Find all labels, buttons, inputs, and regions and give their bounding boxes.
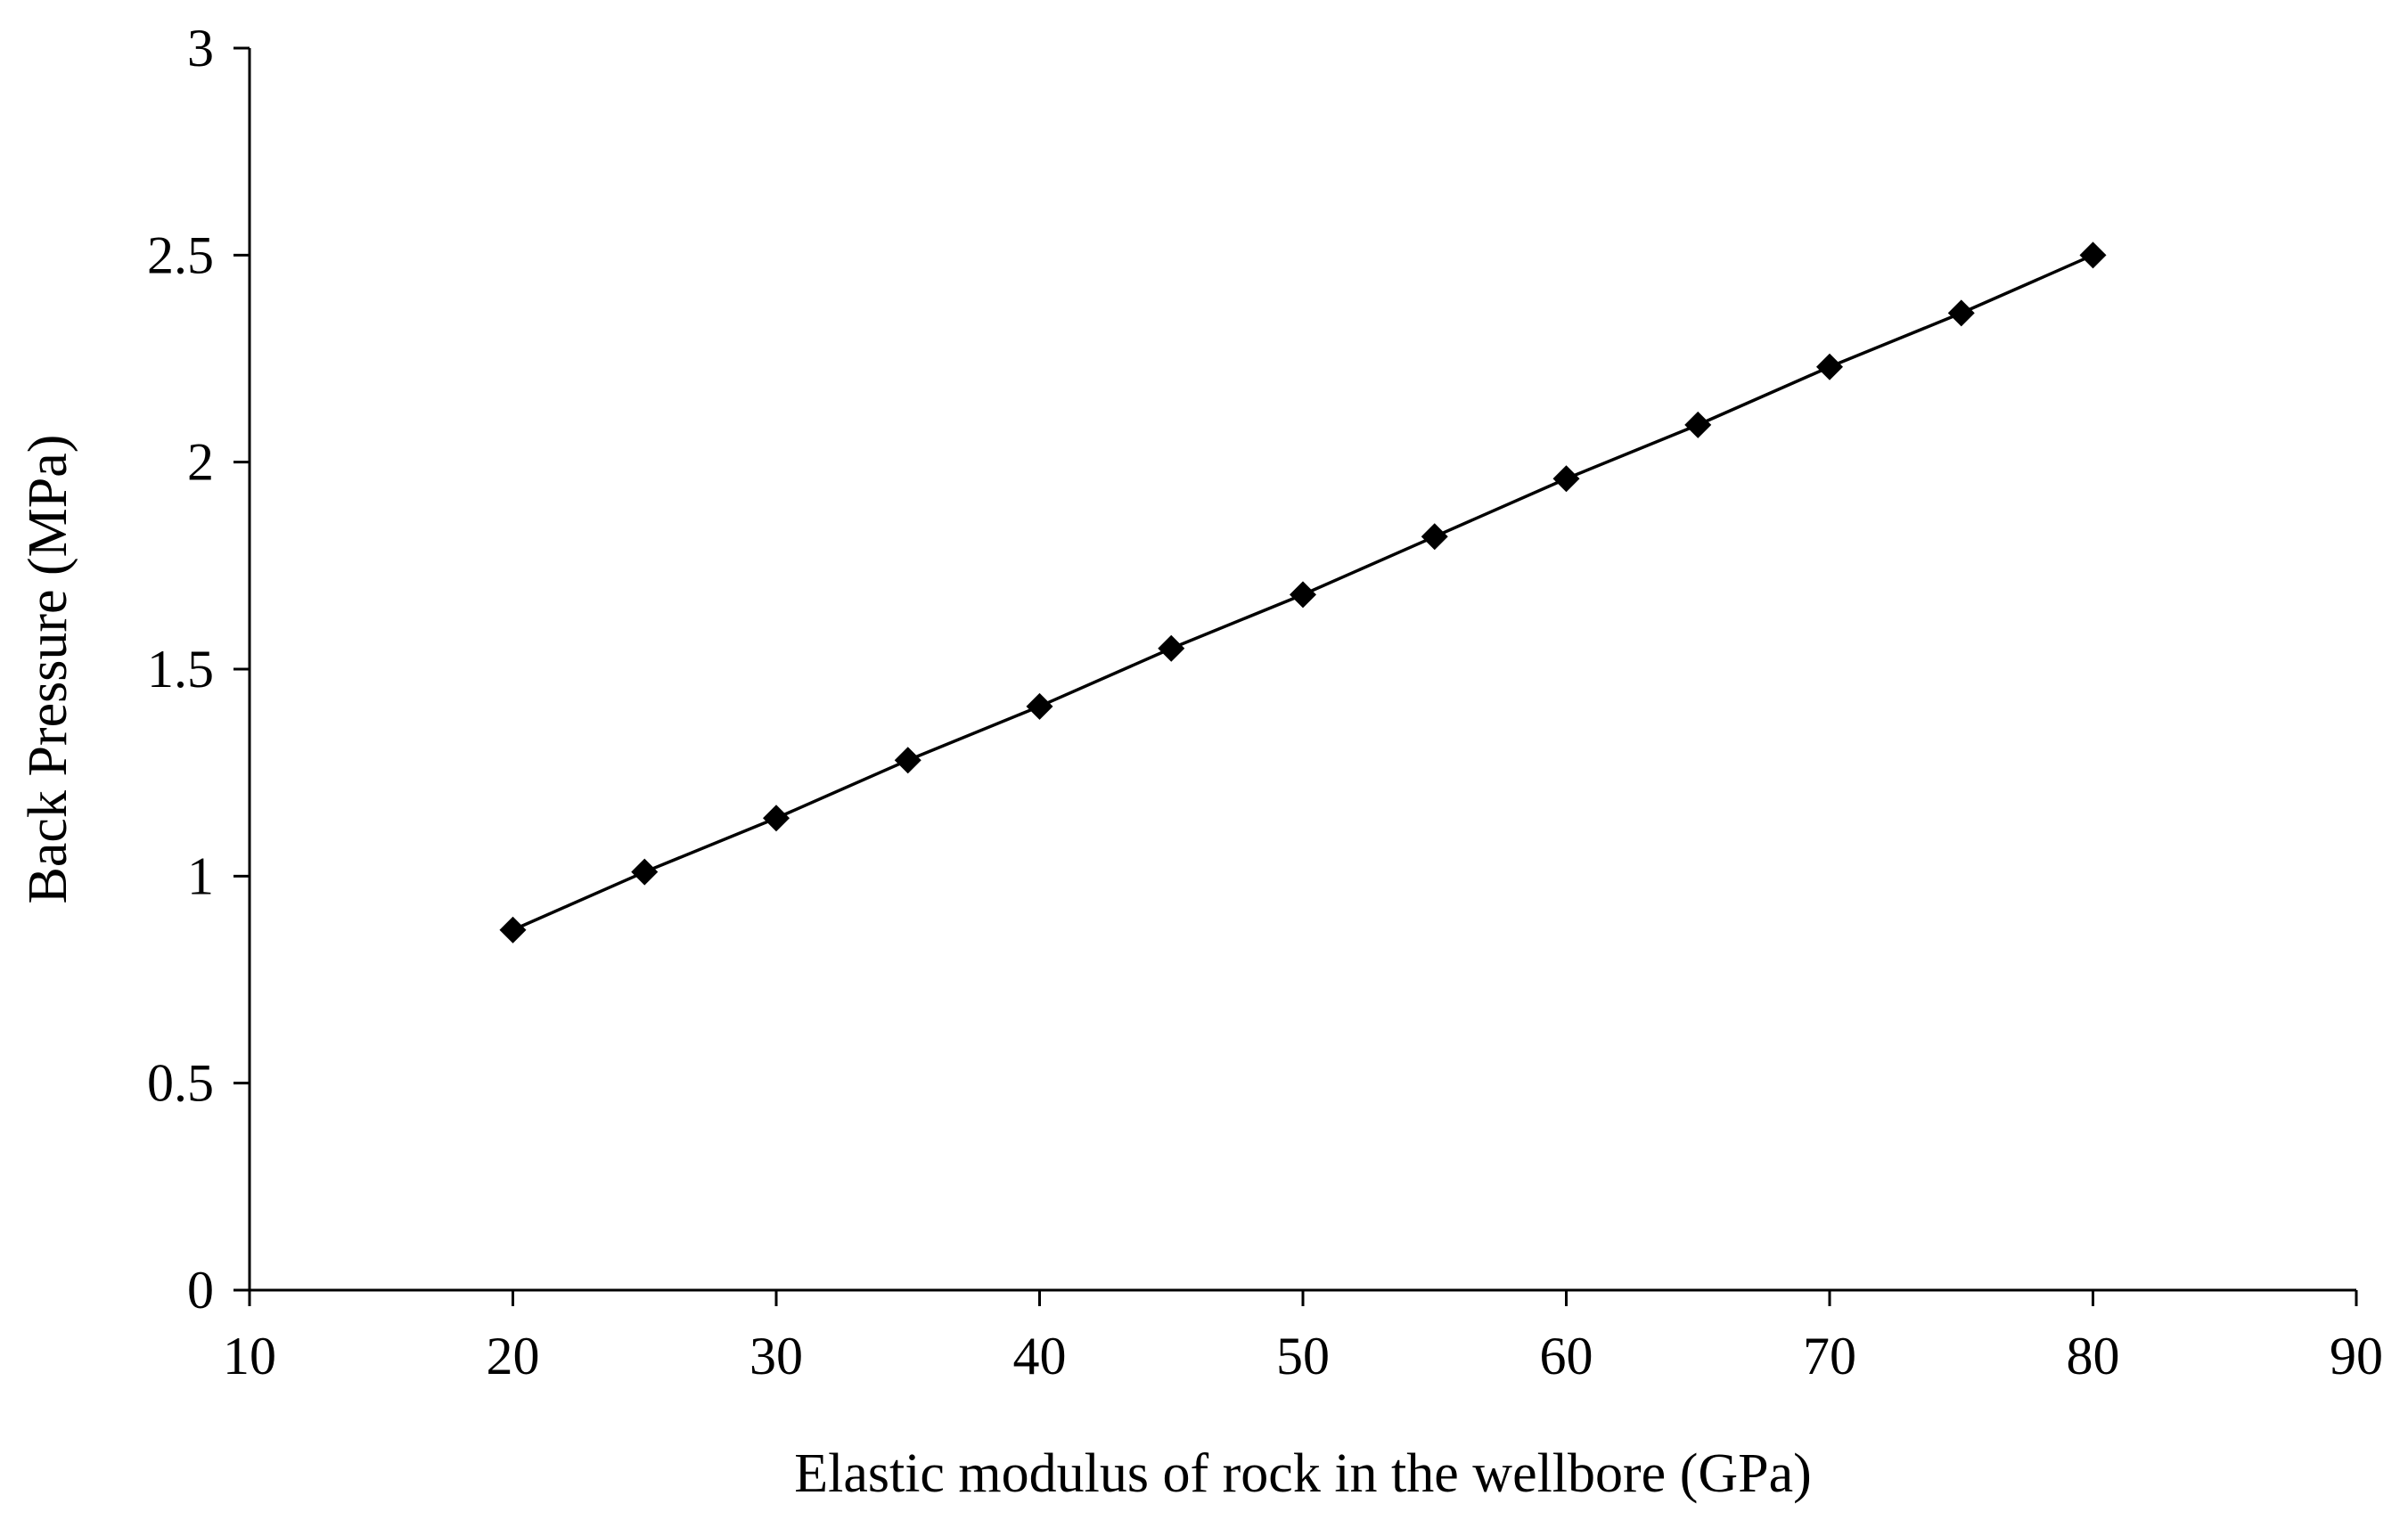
y-axis-title: Back Pressure (MPa) [18, 435, 78, 904]
x-tick-label: 50 [1276, 1327, 1330, 1385]
x-tick-label: 90 [2330, 1327, 2383, 1385]
x-tick-label: 40 [1013, 1327, 1067, 1385]
data-point-marker [2079, 241, 2107, 269]
data-point-marker [763, 805, 790, 832]
data-point-marker [894, 747, 921, 774]
data-point-marker [631, 858, 659, 886]
y-tick-label: 1.5 [147, 640, 214, 699]
x-axis-ticks: 10 20 30 40 50 60 70 80 90 [223, 1290, 2383, 1385]
data-point-marker [1290, 581, 1316, 609]
x-tick-label: 30 [749, 1327, 803, 1385]
x-tick-label: 70 [1803, 1327, 1856, 1385]
data-point-marker [1684, 411, 1712, 438]
x-tick-label: 80 [2067, 1327, 2120, 1385]
series-layer [499, 241, 2107, 944]
x-tick-label: 60 [1540, 1327, 1593, 1385]
data-point-marker [499, 916, 527, 944]
data-point-marker [1026, 692, 1053, 720]
x-axis-title: Elastic modulus of rock in the wellbore … [794, 1443, 1812, 1504]
y-tick-label: 1 [187, 846, 214, 905]
y-tick-label: 3 [187, 19, 214, 78]
x-tick-label: 20 [487, 1327, 540, 1385]
x-tick-label: 10 [223, 1327, 276, 1385]
y-tick-label: 2.5 [147, 225, 214, 284]
data-point-marker [1552, 465, 1580, 493]
data-point-marker [1421, 523, 1448, 551]
y-tick-label: 2 [187, 433, 214, 492]
data-point-marker [1158, 634, 1185, 662]
data-point-marker [1816, 353, 1843, 380]
data-point-marker [1947, 299, 1975, 327]
y-axis-ticks: 0 0.5 1 1.5 2 2.5 3 [147, 19, 250, 1320]
y-tick-label: 0 [187, 1261, 214, 1320]
y-tick-label: 0.5 [147, 1054, 214, 1113]
